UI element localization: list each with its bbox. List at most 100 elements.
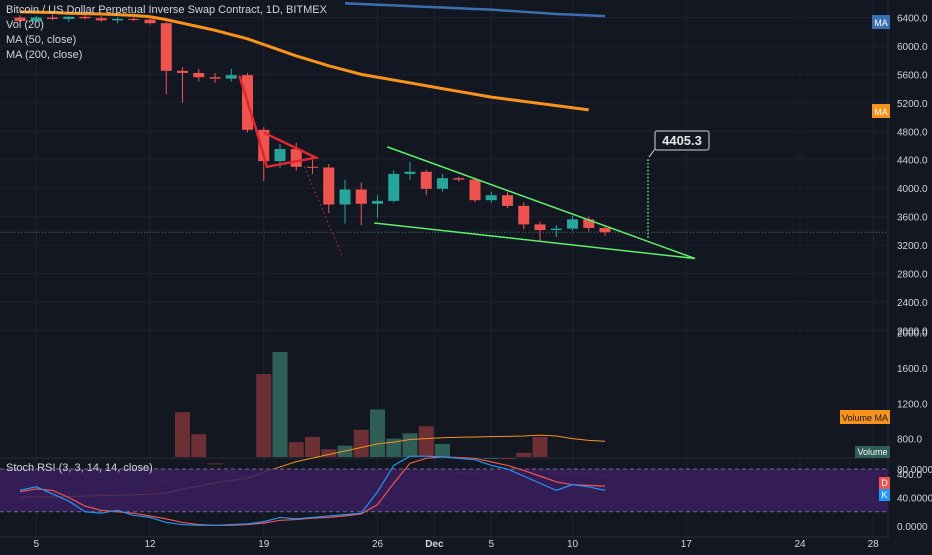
chart-title: Bitcoin / US Dollar Perpetual Inverse Sw… [6, 4, 327, 16]
target-label: 4405.3 [662, 133, 702, 148]
candle-body [63, 16, 75, 19]
time-tick-label: 10 [567, 539, 579, 550]
candle-body [583, 219, 595, 228]
price-tick-label: 4400.0 [897, 156, 928, 167]
price-tick-label: 2400.0 [897, 298, 928, 309]
volume-bar [305, 436, 320, 457]
candle-body [453, 178, 465, 180]
candle-body [518, 205, 530, 225]
volume-bar [402, 433, 418, 457]
candle-body [485, 195, 497, 201]
ma50-line [19, 10, 589, 112]
price-tick-label: 3200.0 [897, 241, 928, 252]
price-tick-label: 3600.0 [897, 213, 928, 224]
candle-body [225, 75, 237, 79]
time-tick-label: 5 [488, 539, 494, 550]
price-tick-label: 5600.0 [897, 70, 928, 81]
candle-body [79, 16, 91, 19]
candle-body [47, 17, 58, 19]
volume-bar [207, 463, 223, 465]
volume-tag-bg [855, 446, 890, 458]
candle-body [160, 23, 172, 71]
candle-body [550, 228, 562, 231]
ma200-tag-bg [872, 15, 890, 29]
time-tick-label: 28 [868, 539, 880, 550]
time-tick-label: 17 [681, 539, 693, 550]
chart-legend: Bitcoin / US Dollar Perpetual Inverse Sw… [6, 3, 327, 63]
volume-ma-tag-bg [840, 410, 890, 424]
stoch-k-tag-bg [879, 489, 890, 501]
target-label-pointer [648, 148, 656, 158]
volume-bar [500, 458, 515, 460]
target-label-box [654, 130, 710, 151]
volume-bar [418, 426, 434, 457]
price-tick-label: 6000.0 [897, 42, 928, 53]
volume-bar [272, 351, 288, 457]
volume-tick-label: 800.0 [897, 435, 922, 446]
time-tick-label: 26 [372, 539, 384, 550]
candle-body [534, 224, 546, 231]
time-tick-label: 12 [144, 539, 156, 550]
price-axis-background [889, 0, 932, 550]
volume-bar [191, 434, 207, 457]
volume-bar [288, 442, 304, 457]
candle-body [437, 178, 448, 189]
stoch-d-tag-bg [879, 477, 890, 489]
ma50-tag: MA [874, 107, 888, 117]
ma200-line [344, 2, 606, 18]
candle-body [112, 18, 123, 21]
candle-body [307, 166, 318, 168]
stoch-tick-label: 80.0000 [897, 465, 932, 476]
stoch-rsi-d-line [19, 456, 606, 526]
volume-tick-label: 2000.0 [897, 329, 928, 340]
legend-ma50: MA (50, close) [6, 34, 77, 46]
wedge-lower-trendline [374, 222, 696, 260]
stoch-k-tag: K [881, 490, 887, 500]
candle-body [14, 17, 26, 22]
candle-body [388, 173, 400, 201]
candle-body [144, 19, 156, 24]
candle-body [599, 227, 611, 233]
stoch-tick-label: 0.0000 [897, 522, 928, 533]
time-tick-label: 5 [33, 539, 39, 550]
candle-body [339, 189, 351, 205]
price-tick-label: 5200.0 [897, 99, 928, 110]
candle-body [355, 189, 367, 204]
volume-bar [532, 436, 548, 457]
price-tick-label: 2000.0 [897, 326, 928, 337]
price-tick-label: 2800.0 [897, 269, 928, 280]
legend-ma200: MA (200, close) [6, 49, 83, 61]
volume-bar [516, 452, 532, 457]
ma200-tag: MA [874, 18, 888, 28]
legend-volume: Vol (20) [6, 19, 44, 31]
stoch-d-tag: D [881, 478, 888, 488]
volume-tick-label: 1200.0 [897, 399, 928, 410]
candle-body [567, 219, 578, 229]
candle-body [209, 77, 221, 79]
time-tick-label: 19 [258, 539, 270, 550]
volume-bar [483, 458, 499, 460]
candle-body [323, 167, 335, 205]
candle-body [469, 179, 481, 201]
volume-bar [370, 409, 385, 457]
candle-body [30, 17, 42, 22]
price-tick-label: 6400.0 [897, 14, 928, 25]
volume-tick-label: 400.0 [897, 470, 922, 481]
time-tick-label: 24 [794, 539, 806, 550]
candle-body [128, 18, 140, 20]
stoch-tick-label: 40.0000 [897, 494, 932, 505]
wedge-upper-trendline [386, 146, 696, 260]
candle-body [290, 149, 302, 167]
candle-body [274, 149, 286, 162]
volume-tag: Volume [857, 447, 887, 457]
time-tick-label: Dec [425, 539, 444, 550]
volume-bar [386, 438, 402, 457]
candle-body [404, 171, 416, 174]
price-tick-label: 4800.0 [897, 127, 928, 138]
stoch-rsi-k-line [19, 455, 606, 526]
volume-bar [435, 443, 450, 457]
candle-body [177, 70, 188, 73]
candle-body [420, 171, 432, 189]
